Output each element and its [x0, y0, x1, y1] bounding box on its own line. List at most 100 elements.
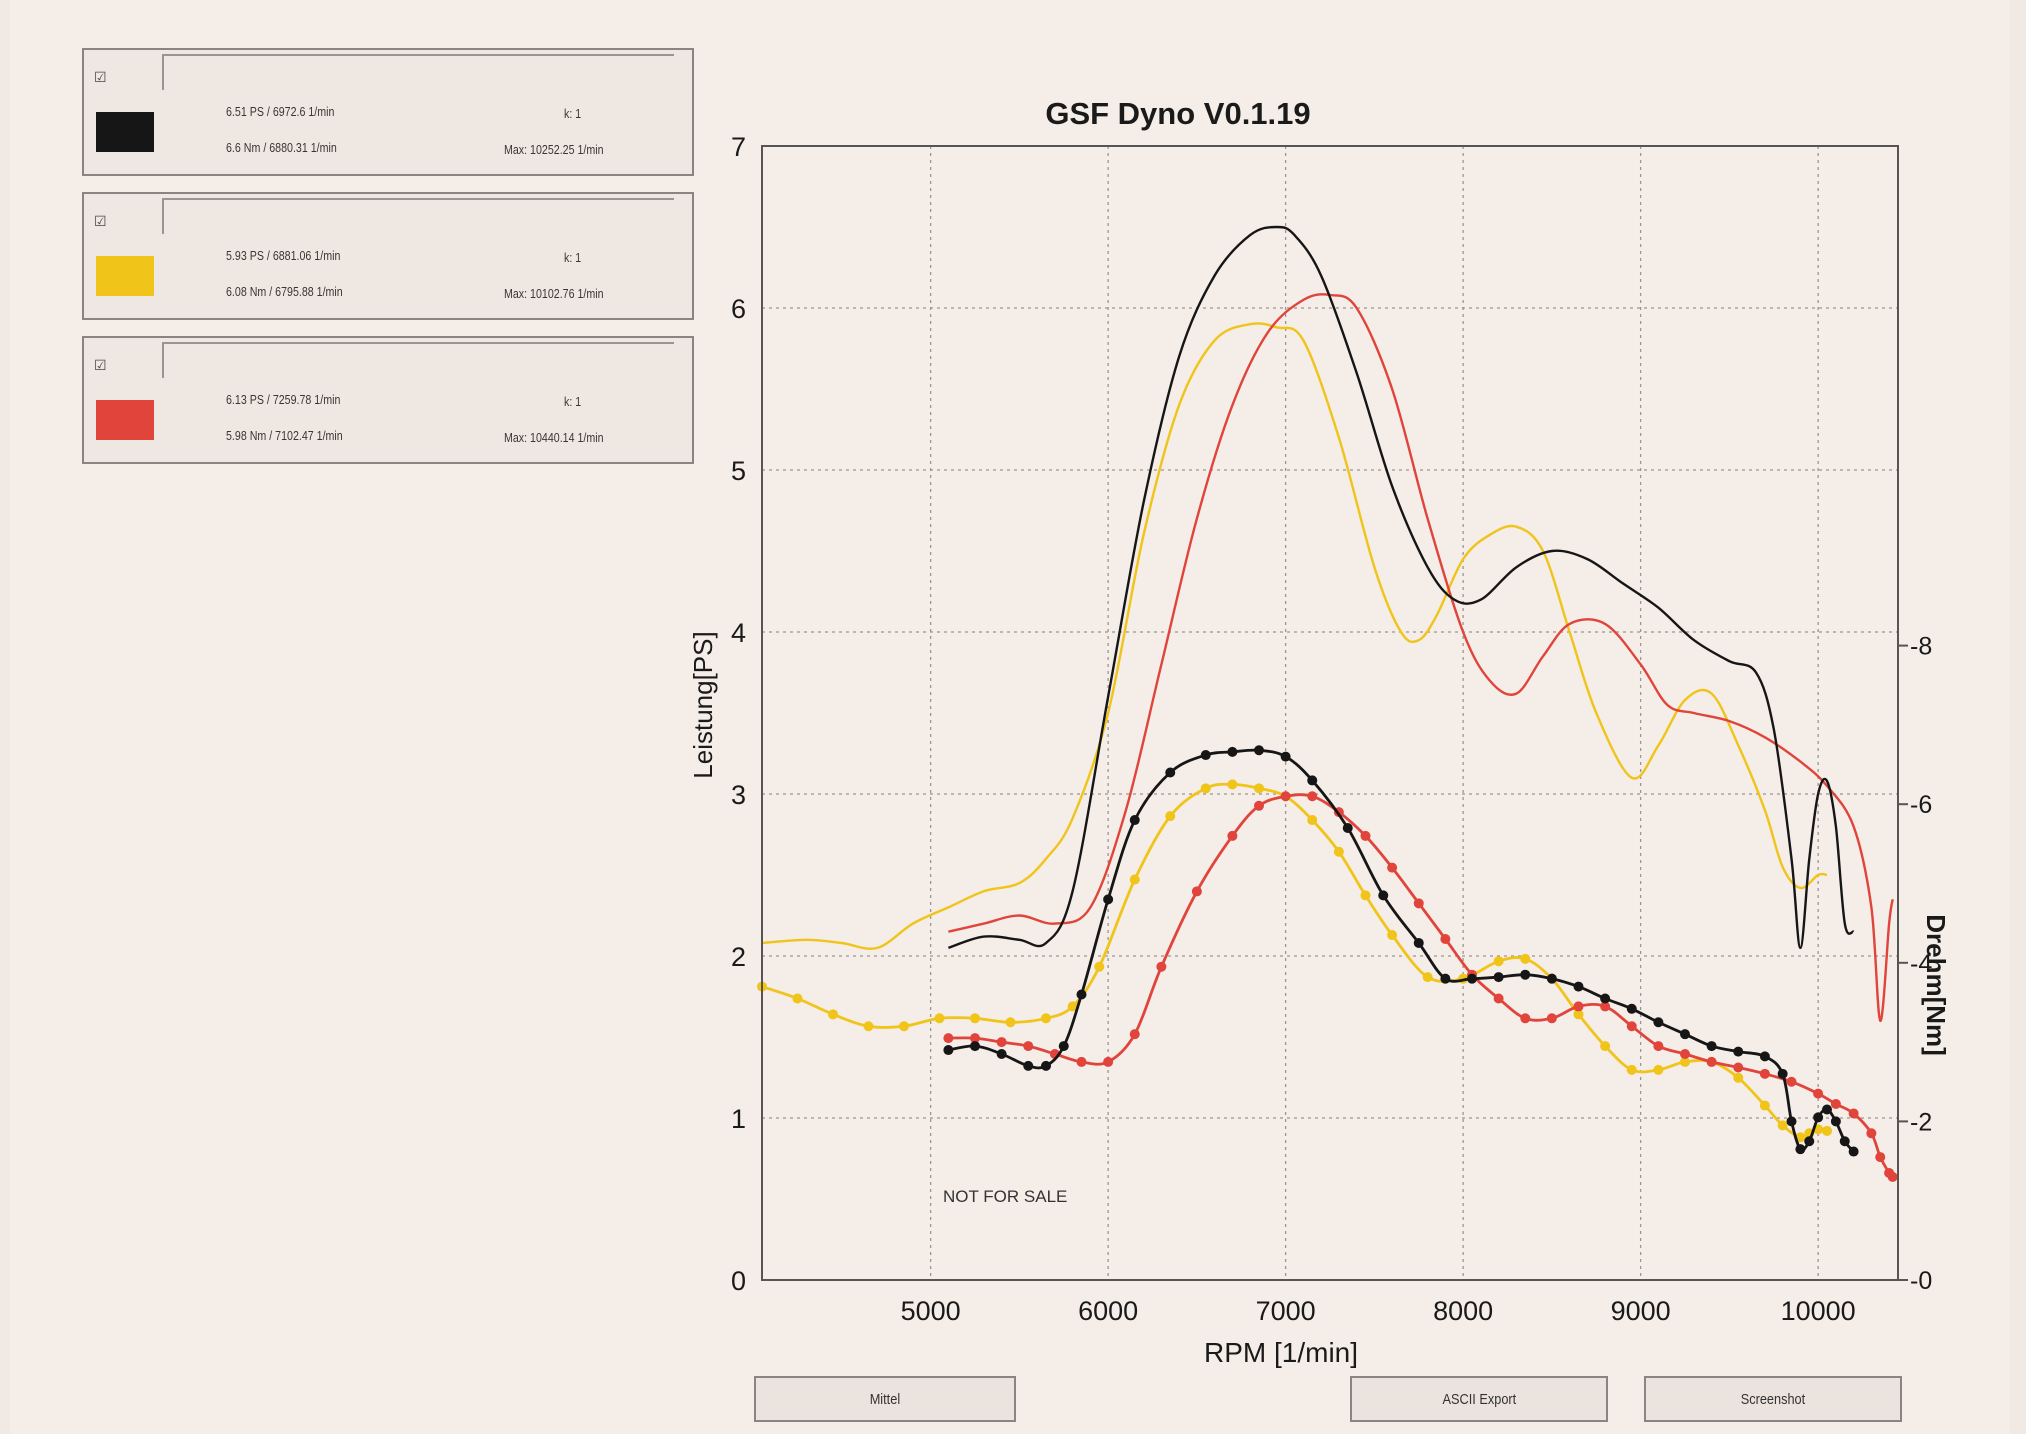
legend-name-field[interactable] [162, 198, 674, 234]
torque-data-point [1733, 1046, 1744, 1057]
torque-data-point [1103, 894, 1114, 905]
legend-power-max: 6.51 PS / 6972.6 1/min [226, 104, 335, 119]
x-tick-label: 7000 [1256, 1296, 1316, 1326]
torque-curve [948, 793, 1894, 1178]
torque-data-point [1129, 874, 1140, 885]
legend-k-factor: k: 1 [564, 250, 582, 265]
y2-tick-label: -6 [1910, 791, 1932, 819]
torque-data-point [1520, 953, 1531, 964]
screenshot-button[interactable]: Screenshot [1644, 1376, 1902, 1422]
legend-name-field[interactable] [162, 54, 674, 90]
legend-max-rpm: Max: 10440.14 1/min [504, 430, 604, 445]
torque-data-point [1191, 886, 1202, 897]
torque-data-point [1706, 1056, 1717, 1067]
ascii-export-button[interactable]: ASCII Export [1350, 1376, 1608, 1422]
torque-data-point [1653, 1017, 1664, 1028]
checkbox-icon[interactable]: ☑ [94, 70, 107, 86]
torque-data-point [1280, 791, 1291, 802]
torque-data-point [1626, 1003, 1637, 1014]
torque-data-point [1680, 1056, 1690, 1067]
torque-data-point [1822, 1104, 1832, 1115]
checkbox-icon[interactable]: ☑ [94, 358, 107, 374]
legend-entry-red[interactable]: ☑ 6.13 PS / 7259.78 1/min 5.98 Nm / 7102… [82, 336, 694, 464]
torque-data-point [1733, 1062, 1744, 1073]
torque-data-point [1227, 830, 1238, 841]
torque-data-point [1280, 751, 1291, 762]
torque-data-point [1023, 1041, 1034, 1052]
series-layer [757, 225, 1898, 1182]
torque-data-point [1307, 791, 1318, 802]
torque-data-point [1887, 1171, 1898, 1182]
torque-data-point [1227, 746, 1238, 757]
torque-data-point [1094, 961, 1105, 972]
y-tick-label: 1 [731, 1104, 746, 1134]
torque-data-point [1839, 1136, 1850, 1147]
watermark-annotation: NOT FOR SALE [943, 1187, 1067, 1206]
torque-data-point [1546, 973, 1557, 984]
torque-data-point [1440, 934, 1451, 945]
torque-data-point [1759, 1100, 1770, 1111]
torque-data-point [1680, 1048, 1690, 1059]
mittel-button[interactable]: Mittel [754, 1376, 1016, 1422]
torque-data-point [996, 1048, 1007, 1059]
y2-axis-label: Drehm[Nm] [1921, 914, 1951, 1056]
torque-data-point [1058, 1041, 1069, 1052]
y-axis-label: Leistung[PS] [688, 631, 718, 778]
torque-data-point [996, 1037, 1007, 1048]
torque-data-point [1777, 1120, 1788, 1131]
torque-data-point [1600, 1001, 1611, 1012]
legend-name-field[interactable] [162, 342, 674, 378]
torque-data-point [1830, 1116, 1841, 1127]
legend-entry-yellow[interactable]: ☑ 5.93 PS / 6881.06 1/min 6.08 Nm / 6795… [82, 192, 694, 320]
chart-title: GSF Dyno V0.1.19 [1045, 96, 1310, 131]
torque-data-point [1520, 969, 1531, 980]
y-tick-label: 4 [731, 618, 746, 648]
torque-data-point [1795, 1144, 1806, 1155]
torque-data-point [1360, 830, 1371, 841]
power-curve [948, 225, 1855, 950]
torque-data-point [1005, 1017, 1016, 1028]
torque-data-point [970, 1041, 980, 1052]
x-tick-label: 6000 [1078, 1296, 1138, 1326]
torque-data-point [1067, 1001, 1078, 1012]
torque-data-point [1813, 1088, 1824, 1099]
checkbox-icon[interactable]: ☑ [94, 214, 107, 230]
power-curve [761, 322, 1828, 950]
torque-data-point [1076, 989, 1087, 1000]
torque-data-point [1129, 815, 1140, 826]
legend-max-rpm: Max: 10252.25 1/min [504, 142, 604, 157]
torque-data-point [1733, 1072, 1744, 1083]
torque-data-point [1600, 1041, 1611, 1052]
legend-entry-black[interactable]: ☑ 6.51 PS / 6972.6 1/min 6.6 Nm / 6880.3… [82, 48, 694, 176]
torque-data-point [1493, 972, 1504, 983]
torque-data-point [1795, 1132, 1806, 1143]
torque-data-point [1440, 973, 1451, 984]
y2-tick-label: -0 [1910, 1267, 1932, 1295]
torque-data-point [1333, 846, 1344, 857]
torque-data-point [1848, 1146, 1859, 1157]
legend-color-swatch [96, 400, 154, 440]
torque-curve [948, 748, 1855, 1153]
torque-data-point [1254, 745, 1264, 756]
torque-data-point [1360, 890, 1371, 901]
y2-tick-label: -8 [1910, 633, 1932, 661]
y-tick-label: 5 [731, 456, 746, 486]
plot-frame [761, 145, 1899, 1281]
torque-data-point [1165, 767, 1176, 778]
torque-data-point [1626, 1021, 1637, 1032]
legend-color-swatch [96, 256, 154, 296]
torque-data-point [934, 1013, 945, 1024]
power-curve [948, 293, 1894, 1023]
torque-data-point [1830, 1098, 1841, 1109]
x-axis-label: RPM [1/min] [1204, 1337, 1358, 1368]
torque-data-point [863, 1021, 874, 1032]
torque-data-point [1520, 1013, 1531, 1024]
torque-data-point [970, 1033, 980, 1044]
legend-max-rpm: Max: 10102.76 1/min [504, 286, 604, 301]
y-tick-label: 2 [731, 942, 746, 972]
torque-data-point [1573, 1001, 1584, 1012]
torque-data-point [1493, 993, 1504, 1004]
torque-data-point [1493, 956, 1504, 967]
grid [762, 146, 1898, 1280]
